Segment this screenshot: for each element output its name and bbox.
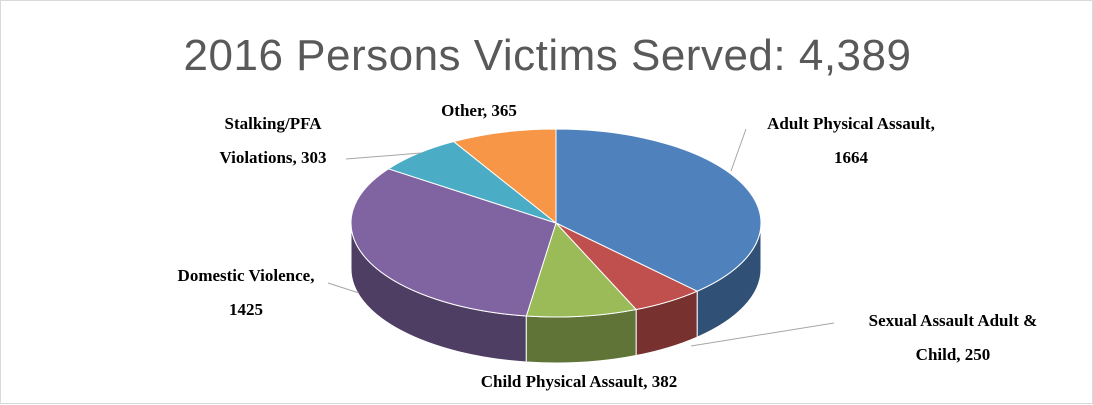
- leader-line: [730, 128, 747, 172]
- pie-slice-adult-physical-assault: [555, 128, 762, 292]
- leader-line: [690, 322, 835, 347]
- data-label-other: Other, 365: [441, 101, 517, 120]
- data-label-child-physical-assault: Child Physical Assault, 382: [481, 372, 678, 391]
- data-label-adult-physical-assault: Adult Physical Assault, 1664: [767, 114, 935, 167]
- data-label-domestic-violence: Domestic Violence, 1425: [178, 266, 315, 319]
- pie-tops: [350, 128, 762, 318]
- chart-title: 2016 Persons Victims Served: 4,389: [183, 31, 912, 80]
- pie-slice-other: [452, 128, 557, 225]
- pie-side-child-physical-assault: [525, 308, 637, 364]
- leader-line: [327, 282, 360, 294]
- pie-slice-child-physical-assault: [525, 222, 638, 318]
- pie-slice-domestic-violence: [350, 168, 557, 317]
- leader-line: [345, 152, 422, 160]
- data-label-sexual-assault-adult-child: Sexual Assault Adult & Child, 250: [869, 311, 1038, 364]
- pie-labels: Adult Physical Assault, 1664 Sexual Assaul…: [178, 101, 1038, 391]
- data-label-stalking-pfa-violations: Stalking/PFA Violations, 303: [219, 114, 326, 167]
